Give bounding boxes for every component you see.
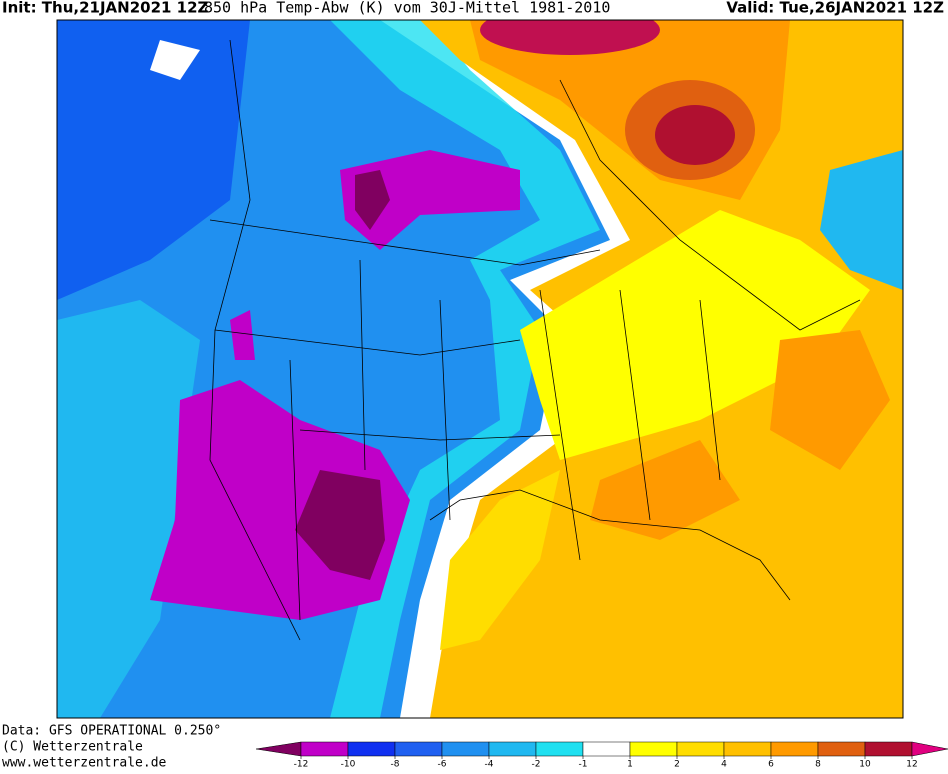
colorbar-tick-label: 8 — [815, 760, 821, 770]
colorbar-tick-label: -2 — [532, 760, 541, 770]
map — [56, 19, 904, 719]
colorbar-arrow-left — [255, 741, 302, 757]
colorbar-tick-label: -10 — [341, 760, 356, 770]
colorbar-tick-label: -8 — [391, 760, 400, 770]
colorbar-box — [300, 741, 349, 757]
borders — [209, 39, 861, 641]
colorbar-arrow-right — [911, 741, 948, 757]
colorbar-box — [723, 741, 772, 757]
valid-label: Valid: Tue,26JAN2021 12Z — [726, 0, 944, 17]
colorbar-tick-label: -1 — [579, 760, 588, 770]
colorbar-tick-label: -12 — [294, 760, 309, 770]
colorbar-tick-label: 10 — [859, 760, 871, 770]
colorbar-tick-label: -6 — [438, 760, 447, 770]
colorbar-box — [864, 741, 913, 757]
colorbar: -12 -10 -8 -6 -4 -2 -1 1 2 4 6 8 10 12 — [255, 741, 948, 770]
url: www.wetterzentrale.de — [2, 756, 167, 771]
colorbar-box — [676, 741, 725, 757]
init-label: Init: Thu,21JAN2021 12Z — [2, 0, 209, 17]
colorbar-tick-label: 12 — [906, 760, 917, 770]
colorbar-tick-label: 6 — [768, 760, 774, 770]
colorbar-tick-label: -4 — [485, 760, 494, 770]
colorbar-box — [535, 741, 584, 757]
colorbar-box — [441, 741, 490, 757]
colorbar-box — [488, 741, 537, 757]
colorbar-box — [629, 741, 678, 757]
colorbar-box — [582, 741, 631, 757]
colorbar-tick-label: 1 — [627, 760, 633, 770]
colorbar-tick-label: 4 — [721, 760, 727, 770]
colorbar-box — [347, 741, 396, 757]
colorbar-box — [770, 741, 819, 757]
colorbar-box — [817, 741, 866, 757]
copyright: (C) Wetterzentrale — [2, 740, 143, 755]
map-title: 850 hPa Temp-Abw (K) vom 30J-Mittel 1981… — [204, 0, 610, 17]
colorbar-tick-label: 2 — [674, 760, 680, 770]
data-source: Data: GFS OPERATIONAL 0.250° — [2, 724, 221, 739]
colorbar-box — [394, 741, 443, 757]
